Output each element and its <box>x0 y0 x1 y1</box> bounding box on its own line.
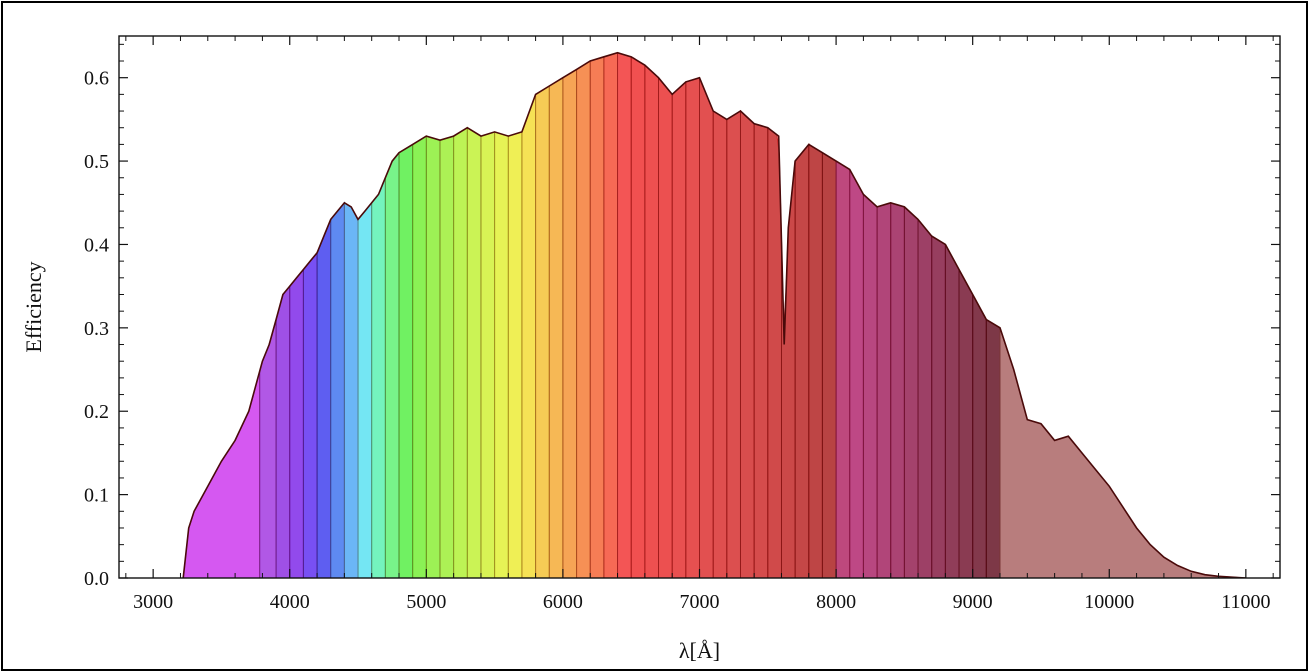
y-tick-label: 0.4 <box>84 234 109 256</box>
filter-band-13 <box>425 135 441 578</box>
filter-band-3 <box>289 268 304 578</box>
filter-band-54 <box>985 318 1001 578</box>
filter-band-22 <box>548 76 564 578</box>
y-tick-label: 0.5 <box>84 151 109 173</box>
x-tick-label: 8000 <box>816 591 856 613</box>
filter-band-15 <box>453 126 468 578</box>
filter-band-26 <box>603 52 618 578</box>
filter-band-4 <box>302 251 318 578</box>
x-tick-label: 10000 <box>1084 591 1134 613</box>
x-axis: 3000 4000 5000 6000 7000 8000 9000 10000 11000 <box>125 36 1274 613</box>
x-axis-label: λ[Å] <box>679 638 720 663</box>
y-tick-label: 0.0 <box>84 568 109 590</box>
filter-band-34 <box>712 110 728 578</box>
filter-band-45 <box>862 193 878 578</box>
filter-band-1 <box>259 319 277 578</box>
filter-band-6 <box>330 201 345 578</box>
y-tick-label: 0.3 <box>84 318 109 340</box>
filter-band-47 <box>890 202 905 578</box>
filter-band-28 <box>630 55 646 578</box>
filter-band-50 <box>931 235 946 578</box>
filter-band-33 <box>699 77 714 578</box>
filter-band-16 <box>466 126 482 578</box>
x-tick-label: 4000 <box>270 591 310 613</box>
filter-band-2 <box>275 284 291 578</box>
filter-band-40 <box>794 143 810 578</box>
efficiency-envelope-line <box>182 51 1246 578</box>
filter-band-32 <box>685 77 700 578</box>
filter-band-37 <box>753 122 769 578</box>
filter-band-14 <box>439 135 455 578</box>
filter-band-18 <box>494 131 509 578</box>
y-tick-label: 0.2 <box>84 401 109 423</box>
x-tick-label: 3000 <box>133 591 173 613</box>
filter-band-43 <box>835 160 851 578</box>
filter-band-31 <box>671 80 687 578</box>
filter-band-53 <box>972 294 987 578</box>
envelope-layer <box>182 51 1246 578</box>
y-axis-label: Efficiency <box>21 261 46 352</box>
filter-band-51 <box>944 244 960 578</box>
filter-band-0 <box>182 371 261 578</box>
filter-band-21 <box>535 85 550 578</box>
filter-band-27 <box>617 52 632 578</box>
filter-band-23 <box>562 68 578 578</box>
filter-band-17 <box>480 131 496 578</box>
x-tick-label: 6000 <box>543 591 583 613</box>
filter-band-30 <box>658 76 673 578</box>
filter-band-5 <box>316 219 332 578</box>
x-tick-label: 11000 <box>1221 591 1270 613</box>
filter-band-8 <box>357 201 373 578</box>
efficiency-chart: 3000 4000 5000 6000 7000 8000 9000 10000 11000 0… <box>21 35 1281 663</box>
filter-band-19 <box>507 131 523 578</box>
filter-band-48 <box>903 205 919 578</box>
filter-band-10 <box>384 151 400 578</box>
y-tick-label: 0.1 <box>84 485 109 507</box>
x-tick-label: 9000 <box>953 591 993 613</box>
filter-band-20 <box>521 94 537 578</box>
filter-band-41 <box>808 143 823 578</box>
filter-band-46 <box>876 202 892 578</box>
filter-band-29 <box>644 64 659 578</box>
filter-band-38 <box>767 126 782 578</box>
filter-band-11 <box>398 143 414 578</box>
filter-band-25 <box>589 56 605 578</box>
filter-band-9 <box>371 177 386 578</box>
filter-band-24 <box>576 60 591 578</box>
x-tick-label: 5000 <box>406 591 446 613</box>
filter-band-49 <box>917 218 933 578</box>
filter-band-44 <box>849 169 864 578</box>
x-tick-label: 7000 <box>680 591 720 613</box>
y-axis: 0.0 0.1 0.2 0.3 0.4 0.5 0.6 <box>84 43 1280 590</box>
filter-bands <box>182 52 1246 578</box>
filter-band-55 <box>999 327 1246 578</box>
filter-band-42 <box>821 151 837 578</box>
y-tick-label: 0.6 <box>84 68 109 90</box>
filter-band-35 <box>726 110 741 578</box>
filter-band-7 <box>343 201 359 578</box>
filter-band-52 <box>958 267 974 578</box>
filter-band-12 <box>412 135 427 578</box>
filter-band-36 <box>740 109 755 578</box>
